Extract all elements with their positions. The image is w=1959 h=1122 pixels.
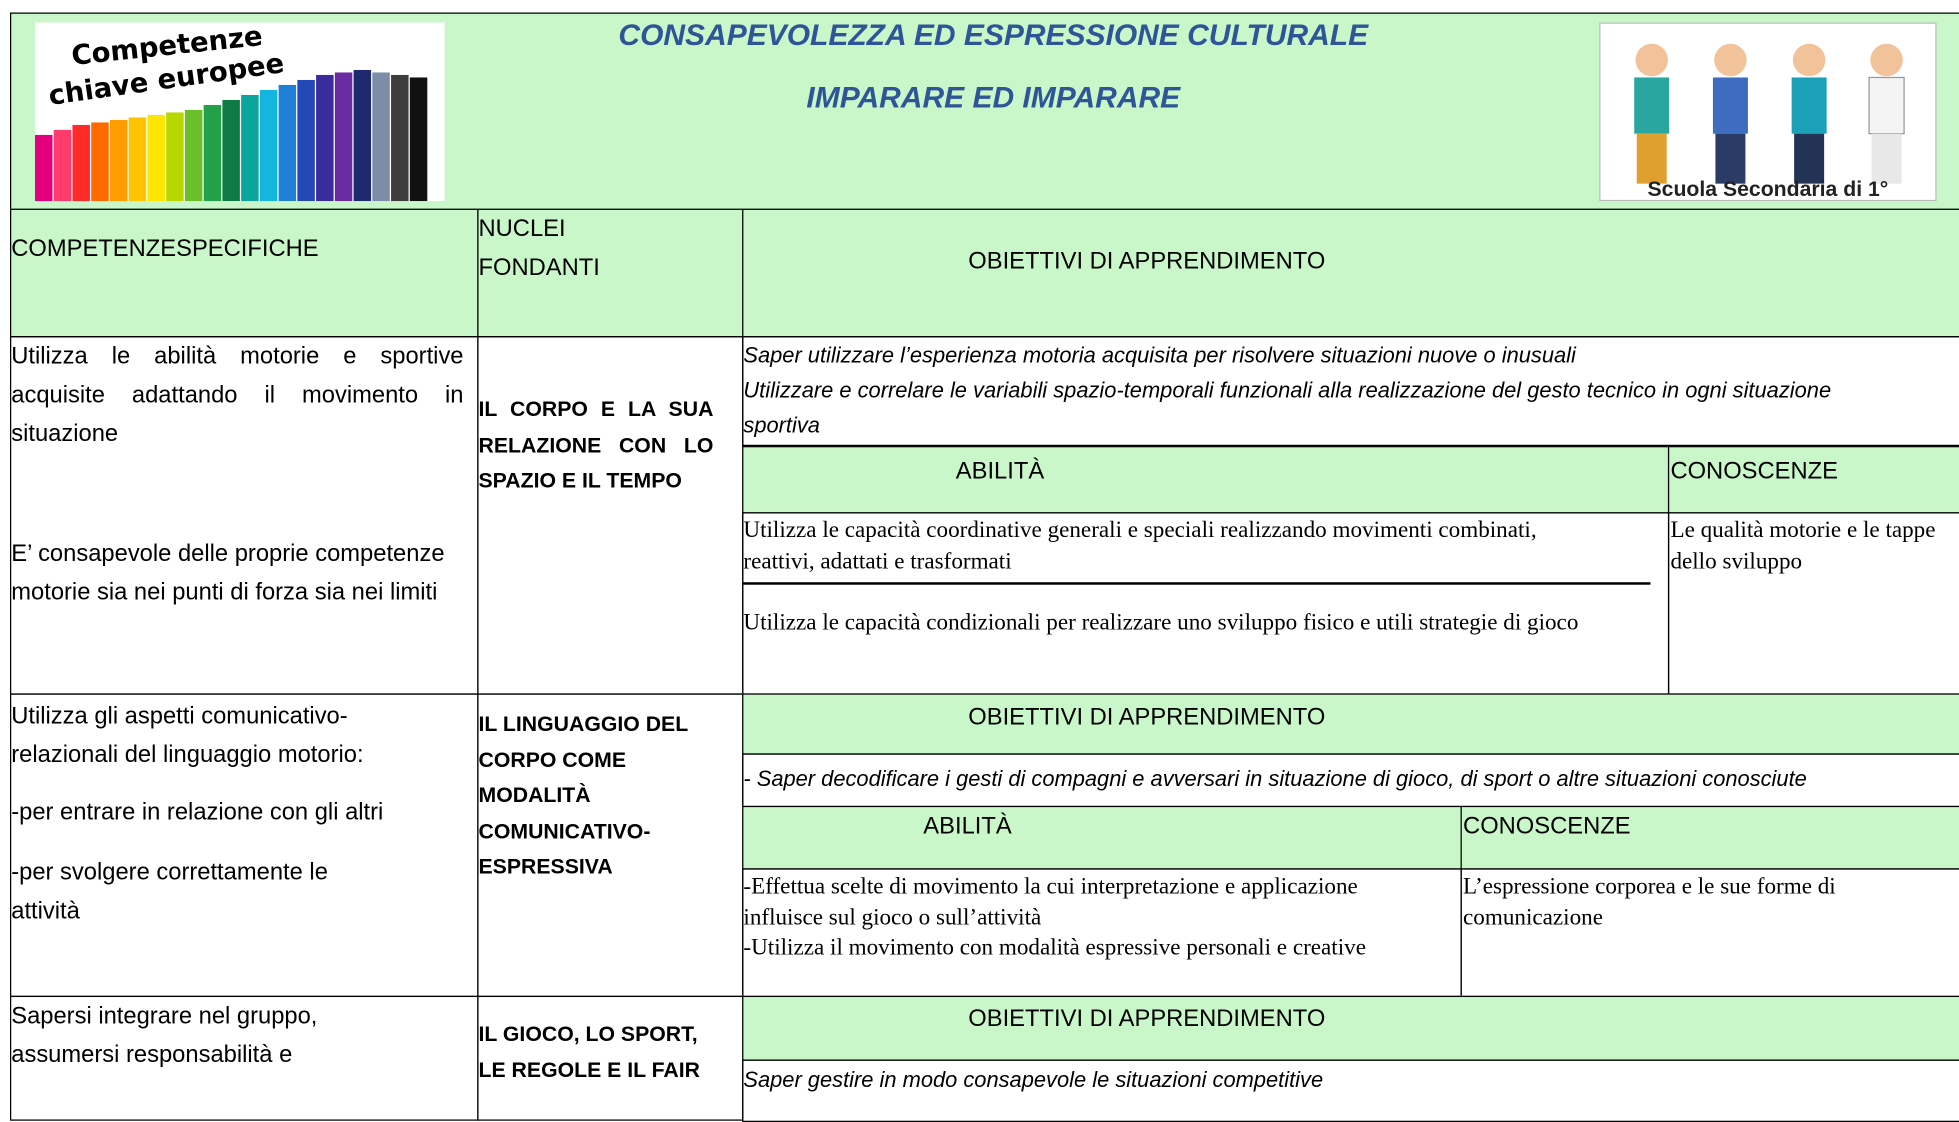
cell: Le qualità motorie e le tappe dello svil… bbox=[1667, 512, 1959, 695]
header-cell: COMPETENZESPECIFICHE bbox=[9, 208, 479, 338]
cell: Utilizza gli aspetti comunicativo-relazi… bbox=[9, 693, 479, 998]
cell: - Saper decodificare i gesti di compagni… bbox=[742, 753, 1959, 808]
subheader: CONOSCENZE bbox=[1670, 458, 1838, 485]
knowledge: Le qualità motorie e le tappe dello svil… bbox=[1670, 518, 1936, 575]
core-topic: IL CORPO E LA SUA RELAZIONE CON LO SPAZI… bbox=[478, 397, 714, 493]
students-illustration bbox=[1634, 43, 1905, 184]
objective: Utilizzare e correlare le variabili spaz… bbox=[743, 377, 1832, 438]
objective: Saper utilizzare l’esperienza motoria ac… bbox=[743, 342, 1576, 368]
competence: Utilizza gli aspetti comunicativo-relazi… bbox=[11, 703, 364, 769]
column-header: COMPETENZESPECIFICHE bbox=[11, 236, 319, 263]
objective: Saper gestire in modo consapevole le sit… bbox=[743, 1066, 1324, 1092]
cell: ABILITÀ bbox=[742, 446, 1670, 514]
cell: CONOSCENZE bbox=[1460, 805, 1959, 870]
cell: -Effettua scelte di movimento la cui int… bbox=[742, 868, 1462, 998]
logo-right: Scuola Secondaria di 1° bbox=[1599, 22, 1937, 202]
cell: OBIETTIVI DI APPRENDIMENTO bbox=[742, 693, 1959, 755]
cell: CONOSCENZE bbox=[1667, 446, 1959, 514]
skill: Utilizza le capacità coordinative genera… bbox=[743, 518, 1537, 575]
header-cell: NUCLEI FONDANTI bbox=[477, 208, 744, 338]
competence: Utilizza le abilità motorie e sportive a… bbox=[11, 343, 464, 448]
subtitle: IMPARARE ED IMPARARE bbox=[806, 81, 1181, 115]
cell: Utilizza le capacità coordinative genera… bbox=[742, 512, 1670, 695]
cell: Sapersi integrare nel gruppo, assumersi … bbox=[9, 995, 479, 1121]
logo-left: Competenze chiave europee bbox=[34, 22, 445, 202]
subheader: ABILITÀ bbox=[955, 458, 1045, 485]
pencils bbox=[34, 69, 428, 202]
competence: -per svolgere correttamente le attività bbox=[11, 859, 328, 925]
core-topic: IL GIOCO, LO SPORT, LE REGOLE E IL FAIR bbox=[478, 1022, 700, 1082]
subheader: OBIETTIVI DI APPRENDIMENTO bbox=[968, 704, 1326, 731]
cell: Saper utilizzare l’esperienza motoria ac… bbox=[742, 336, 1959, 449]
cell: ABILITÀ bbox=[742, 805, 1462, 870]
subheader: OBIETTIVI DI APPRENDIMENTO bbox=[968, 1005, 1326, 1033]
skill: -Effettua scelte di movimento la cui int… bbox=[743, 874, 1358, 931]
skill: Utilizza le capacità condizionali per re… bbox=[743, 610, 1579, 636]
divider bbox=[743, 582, 1651, 585]
subheader: CONOSCENZE bbox=[1463, 813, 1631, 840]
cell: IL CORPO E LA SUA RELAZIONE CON LO SPAZI… bbox=[477, 336, 744, 695]
skill: -Utilizza il movimento con modalità espr… bbox=[743, 935, 1366, 961]
competence: E’ consapevole delle proprie competenze … bbox=[11, 540, 445, 606]
column-header: OBIETTIVI DI APPRENDIMENTO bbox=[968, 248, 1326, 275]
column-header: NUCLEI FONDANTI bbox=[478, 216, 600, 282]
cell: Saper gestire in modo consapevole le sit… bbox=[742, 1059, 1959, 1122]
school-label: Scuola Secondaria di 1° bbox=[1648, 178, 1889, 201]
competence: -per entrare in relazione con gli altri bbox=[11, 799, 384, 826]
title: CONSAPEVOLEZZA ED ESPRESSIONE CULTURALE bbox=[618, 18, 1369, 53]
cell: L’espressione corporea e le sue forme di… bbox=[1460, 868, 1959, 998]
cell: OBIETTIVI DI APPRENDIMENTO bbox=[742, 995, 1959, 1061]
cell: IL GIOCO, LO SPORT, LE REGOLE E IL FAIR bbox=[477, 995, 744, 1121]
cell: Utilizza le abilità motorie e sportive a… bbox=[9, 336, 479, 695]
cell: IL LINGUAGGIO DEL CORPO COME MODALITÀ CO… bbox=[477, 693, 744, 998]
knowledge: L’espressione corporea e le sue forme di… bbox=[1463, 874, 1836, 931]
core-topic: IL LINGUAGGIO DEL CORPO COME MODALITÀ CO… bbox=[478, 712, 688, 879]
header-cell: OBIETTIVI DI APPRENDIMENTO bbox=[742, 208, 1959, 338]
objective: - Saper decodificare i gesti di compagni… bbox=[743, 765, 1807, 791]
subheader: ABILITÀ bbox=[923, 813, 1012, 840]
competence: Sapersi integrare nel gruppo, assumersi … bbox=[11, 1003, 318, 1069]
